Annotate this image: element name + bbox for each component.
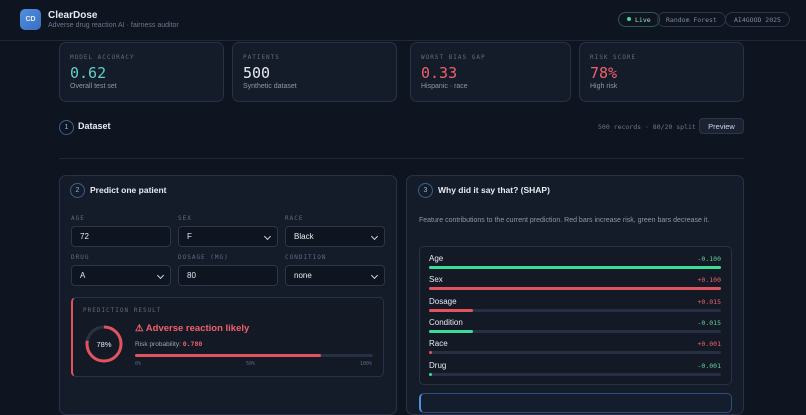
feature-track: [429, 308, 721, 312]
input-field[interactable]: 72: [71, 226, 171, 247]
feature-bar: [429, 351, 432, 355]
gauge-label: 78%: [96, 340, 111, 349]
feature-bar: [429, 266, 721, 269]
feature-name: Race: [429, 339, 448, 349]
feature-value: +0.100: [697, 276, 721, 285]
dataset-meta: 500 records · 80/20 split: [598, 123, 696, 131]
predict-panel: [59, 175, 397, 415]
feature-track: [429, 329, 721, 333]
probability-value: 0.780: [182, 340, 203, 348]
field-value: 80: [187, 271, 196, 280]
preview-button[interactable]: Preview: [699, 118, 744, 134]
scale-label: 100%: [360, 361, 373, 367]
field-value: F: [187, 232, 192, 241]
select-field[interactable]: Black: [285, 226, 385, 247]
step-number: 1: [59, 120, 74, 135]
field-value: Black: [294, 232, 314, 241]
field-value: A: [80, 271, 86, 280]
input-field[interactable]: 80: [178, 265, 278, 286]
stat-label: RISK SCORE: [590, 54, 637, 61]
info-box: [419, 393, 732, 413]
field-label: DRUG: [71, 254, 90, 261]
app-subtitle: Adverse drug reaction AI · fairness audi…: [48, 22, 179, 29]
chevron: [370, 232, 379, 241]
chevron: [156, 271, 165, 280]
risk-bar: [135, 354, 321, 357]
stat-label: WORST BIAS GAP: [421, 54, 486, 61]
feature-track: [429, 372, 721, 376]
stat-note: High risk: [590, 83, 618, 90]
stat-card: [410, 42, 571, 102]
gauge-arc: [85, 325, 123, 363]
feature-value: +0.001: [697, 340, 721, 349]
feature-name: Condition: [429, 317, 463, 327]
event-badge: AI4GOOD 2025: [725, 12, 790, 27]
feature-bar: [429, 308, 473, 312]
page: CD ClearDose Adverse drug reaction AI · …: [0, 9, 806, 415]
logo: CD: [20, 9, 41, 30]
field-label: DOSAGE (MG): [178, 254, 229, 261]
feature-value: -0.015: [697, 318, 721, 327]
stat-note: Overall test set: [70, 83, 117, 90]
model-badge: Random Forest: [657, 12, 726, 27]
result-label: PREDICTION RESULT: [83, 307, 162, 314]
stat-value: 0.62: [70, 64, 107, 82]
shap-list: [419, 246, 732, 385]
panel-title: Predict one patient: [90, 185, 167, 195]
stat-label: PATIENTS: [243, 54, 280, 61]
feature-value: +0.015: [697, 297, 721, 306]
app-title: ClearDose: [48, 10, 98, 21]
stat-card: [232, 42, 397, 102]
select-field[interactable]: A: [71, 265, 171, 286]
feature-track: [429, 287, 721, 291]
stat-label: MODEL ACCURACY: [70, 54, 135, 61]
chevron: [263, 232, 272, 241]
panel-title: Why did it say that? (SHAP): [438, 185, 550, 195]
feature-bar: [429, 372, 432, 376]
select-field[interactable]: none: [285, 265, 385, 286]
feature-track: [429, 351, 721, 355]
section-divider: [59, 158, 744, 159]
badge-text: Live: [635, 16, 651, 24]
probability-label: Risk probability:: [135, 341, 181, 348]
stat-card: [59, 42, 224, 102]
header-divider: [0, 40, 806, 41]
stat-note: Synthetic dataset: [243, 83, 297, 90]
select-field[interactable]: F: [178, 226, 278, 247]
stat-value: 78%: [590, 64, 618, 82]
feature-name: Sex: [429, 275, 443, 285]
field-label: RACE: [285, 215, 304, 222]
scale-label: 0%: [135, 361, 142, 367]
field-label: CONDITION: [285, 254, 327, 261]
field-label: AGE: [71, 215, 85, 222]
live-badge: Live: [618, 12, 660, 27]
feature-name: Age: [429, 254, 444, 263]
field-label: SEX: [178, 215, 192, 222]
feature-bar: [429, 287, 721, 291]
stat-note: Hispanic · race: [421, 83, 468, 90]
feature-name: Dosage: [429, 296, 457, 306]
risk-track: [135, 354, 373, 357]
chevron: [370, 271, 379, 280]
feature-value: -0.001: [697, 361, 721, 370]
feature-track: [429, 266, 721, 269]
step-number: 2: [70, 183, 85, 198]
stat-value: 500: [243, 64, 271, 82]
field-value: 72: [80, 232, 89, 241]
risk-gauge: 78%: [85, 325, 123, 363]
live-dot: [627, 17, 631, 21]
feature-value: -0.100: [697, 255, 721, 263]
probability-line: Risk probability: 0.780: [135, 340, 202, 348]
step-number: 3: [418, 183, 433, 198]
stat-card: [579, 42, 744, 102]
result-box: [71, 297, 384, 377]
scale-label: 50%: [246, 361, 256, 367]
result-headline: ⚠ Adverse reaction likely: [135, 323, 250, 334]
stat-value: 0.33: [421, 64, 458, 82]
field-value: none: [294, 271, 312, 280]
feature-bar: [429, 329, 473, 333]
feature-name: Drug: [429, 360, 447, 370]
section-title: Dataset: [78, 121, 111, 131]
shap-description: Feature contributions to the current pre…: [419, 217, 710, 224]
